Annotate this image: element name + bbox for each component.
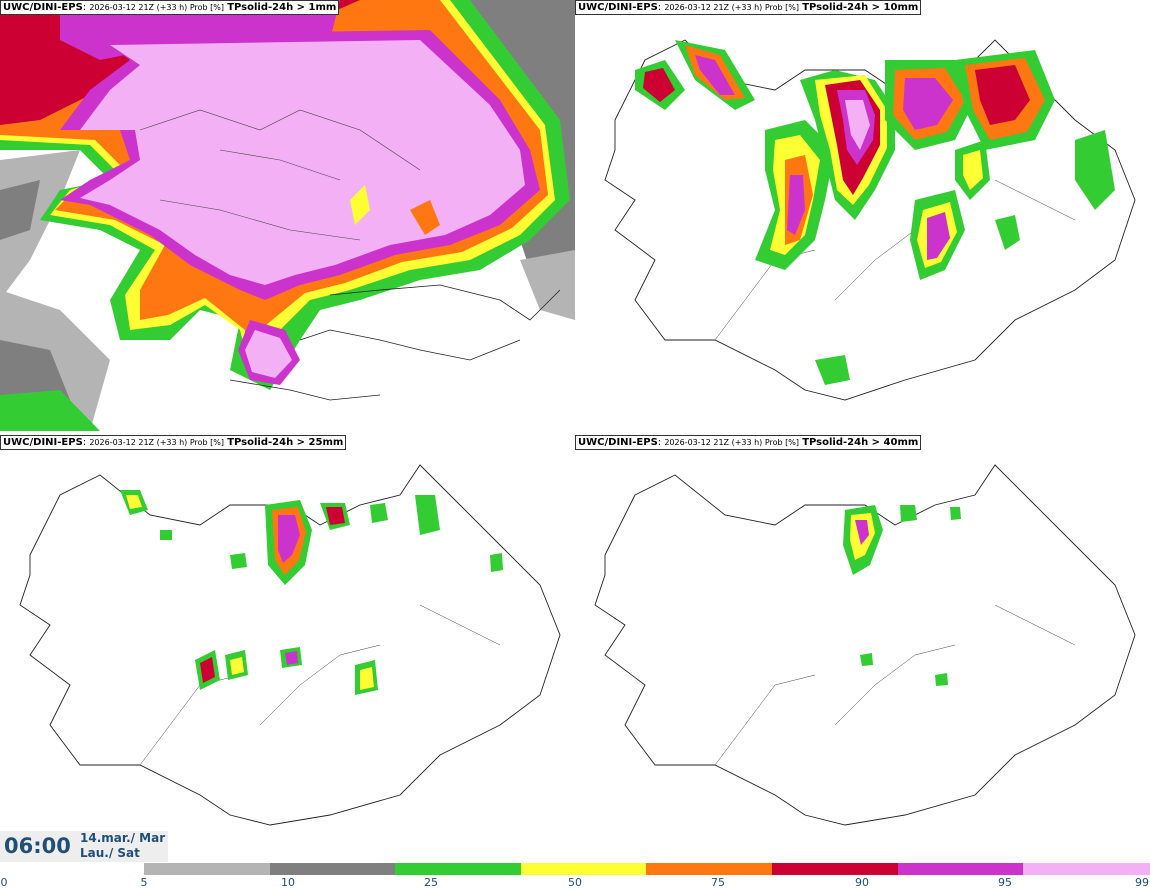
colorbar-tick: 5 [140, 876, 148, 889]
colorbar-tick: 99 [1135, 876, 1149, 889]
map-panel-10mm: UWC/DINI-EPS: 2026-03-12 21Z (+33 h) Pro… [575, 0, 1150, 431]
colorbar-tick: 0 [0, 876, 8, 889]
colorbar-segment [269, 863, 396, 875]
colorbar-segment [898, 863, 1024, 875]
valid-date-line2: Lau./ Sat [80, 846, 140, 860]
probability-map-40mm [575, 435, 1150, 831]
map-panel-25mm: UWC/DINI-EPS: 2026-03-12 21Z (+33 h) Pro… [0, 435, 575, 866]
colorbar-tick: 90 [855, 876, 869, 889]
panel-title: UWC/DINI-EPS: 2026-03-12 21Z (+33 h) Pro… [575, 0, 922, 15]
colorbar-tick: 75 [711, 876, 725, 889]
valid-time: 06:00 [4, 834, 71, 858]
colorbar [144, 863, 1150, 875]
valid-date-line1: 14.mar./ Mar [80, 831, 166, 845]
colorbar-segment [1023, 863, 1150, 875]
colorbar-tick: 50 [568, 876, 582, 889]
colorbar-segment [395, 863, 522, 875]
colorbar-segment [521, 863, 647, 875]
colorbar-segment [772, 863, 899, 875]
valid-time-box: 06:00 14.mar./ Mar Lau./ Sat [0, 831, 168, 862]
colorbar-tick: 25 [424, 876, 438, 889]
map-panel-40mm: UWC/DINI-EPS: 2026-03-12 21Z (+33 h) Pro… [575, 435, 1150, 866]
panel-title: UWC/DINI-EPS: 2026-03-12 21Z (+33 h) Pro… [0, 435, 347, 450]
probability-map-1mm [0, 0, 575, 431]
panel-title: UWC/DINI-EPS: 2026-03-12 21Z (+33 h) Pro… [575, 435, 922, 450]
map-panel-1mm: UWC/DINI-EPS: 2026-03-12 21Z (+33 h) Pro… [0, 0, 575, 431]
colorbar-segment [144, 863, 270, 875]
panel-title: UWC/DINI-EPS: 2026-03-12 21Z (+33 h) Pro… [0, 0, 340, 15]
colorbar-tick: 95 [998, 876, 1012, 889]
probability-map-25mm [0, 435, 575, 831]
probability-map-10mm [575, 0, 1150, 431]
colorbar-segment [646, 863, 773, 875]
colorbar-tick: 10 [281, 876, 295, 889]
